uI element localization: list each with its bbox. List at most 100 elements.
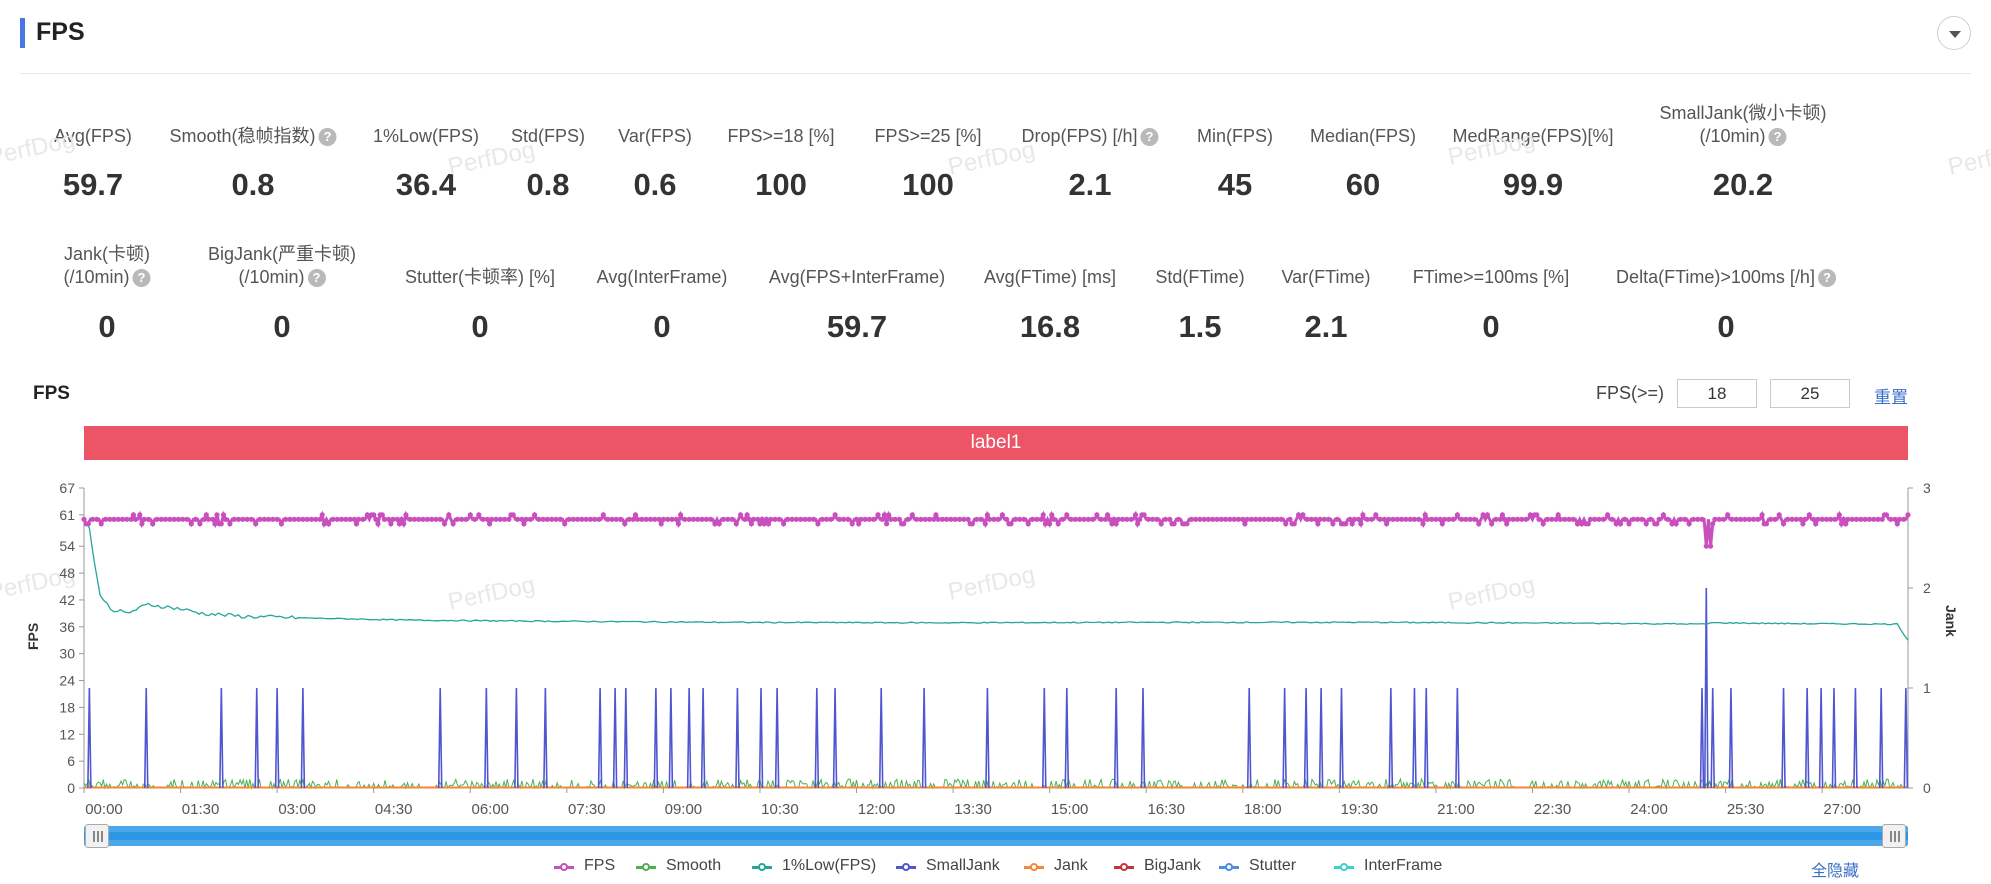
fps-point — [939, 516, 946, 522]
fps-point — [1330, 521, 1336, 527]
fps-point — [1321, 516, 1327, 522]
slider-handle-left[interactable] — [85, 824, 109, 848]
label-band[interactable]: label1 — [84, 426, 1908, 460]
hide-all-button[interactable]: 全隐藏 — [1811, 863, 1860, 880]
metric-value: 100 — [902, 167, 954, 202]
help-icon[interactable]: ? — [1768, 128, 1787, 146]
time-range-slider[interactable] — [84, 826, 1908, 846]
fps-point — [984, 512, 991, 518]
fps-point — [1647, 516, 1654, 522]
fps-point — [261, 516, 267, 522]
slider-handle-right[interactable] — [1882, 824, 1906, 848]
header-divider — [20, 73, 1971, 74]
fps-point — [858, 516, 864, 522]
y2-tick-label: 3 — [1923, 480, 1931, 496]
smalljank-spike — [1318, 687, 1324, 789]
fps-point — [935, 516, 941, 522]
fps-point — [1098, 516, 1104, 522]
metric-label-text: Smooth(稳帧指数) — [169, 126, 316, 146]
fps-point — [523, 516, 529, 522]
fps-point — [1184, 521, 1190, 527]
y-tick-label: 67 — [59, 480, 75, 496]
fps-point — [956, 516, 963, 522]
fps-point — [1139, 512, 1145, 518]
fps-point — [1849, 516, 1855, 522]
collapse-button[interactable] — [1937, 16, 1971, 50]
metric-var-fps: Var(FPS) 0.6 — [618, 125, 692, 202]
metric-label: Var(FTime) — [1282, 266, 1371, 289]
fps-point — [1132, 512, 1139, 518]
fps-threshold-input-1[interactable] — [1677, 379, 1757, 408]
fps-point — [510, 512, 516, 518]
fps-point — [699, 516, 705, 522]
fps-point — [613, 516, 619, 522]
fps-point — [1716, 516, 1722, 522]
fps-point — [1738, 516, 1744, 522]
metric-label: FTime>=100ms [%] — [1413, 266, 1569, 289]
fps-point — [647, 516, 654, 522]
fps-point — [386, 516, 392, 522]
smalljank-spike — [1388, 687, 1394, 789]
fps-point — [729, 516, 735, 522]
fps-point — [703, 516, 709, 522]
fps-point — [527, 516, 533, 522]
fps-point — [1188, 516, 1194, 522]
help-icon[interactable]: ? — [318, 128, 337, 146]
fps-point — [137, 512, 143, 518]
fps-point — [1368, 516, 1375, 522]
help-icon[interactable]: ? — [307, 269, 326, 287]
fps-point — [899, 521, 905, 527]
fps-point — [1866, 516, 1872, 522]
x-tick-label: 21:00 — [1437, 801, 1475, 818]
metric-label: Avg(FTime) [ms] — [984, 266, 1116, 289]
fps-point — [1341, 521, 1347, 527]
metric-value: 2.1 — [1068, 167, 1112, 202]
reset-button[interactable]: 重置 — [1874, 388, 1908, 407]
fps-point — [1480, 512, 1486, 518]
fps-point — [1881, 512, 1887, 518]
fps-point — [1111, 516, 1117, 522]
fps-point — [351, 516, 357, 522]
x-tick-label: 22:30 — [1534, 801, 1572, 818]
legend-label: 1%Low(FPS) — [782, 857, 877, 874]
smalljank-spike — [921, 687, 927, 789]
fps-point — [278, 521, 284, 527]
fps-point — [248, 516, 254, 522]
metric-value: 0 — [653, 309, 671, 344]
metric-avg-fps-interframe: Avg(FPS+InterFrame) 59.7 — [769, 266, 945, 344]
fps-point — [669, 516, 675, 522]
watermark-text: PerfDog — [0, 561, 77, 606]
fps-point — [1596, 516, 1602, 522]
fps-point — [944, 516, 950, 522]
fps-point — [1235, 516, 1242, 522]
fps-point — [871, 516, 877, 522]
series-smalljank — [87, 587, 1909, 789]
fps-point — [798, 516, 804, 522]
fps-point — [978, 516, 984, 522]
fps-point — [712, 521, 718, 527]
metric-1-low-fps: 1%Low(FPS) 36.4 — [373, 125, 479, 202]
fps-point — [536, 516, 542, 522]
smalljank-spike — [1423, 687, 1429, 789]
fps-point — [1287, 516, 1293, 522]
fps-point — [347, 516, 353, 522]
fps-point — [1896, 516, 1902, 522]
help-icon[interactable]: ? — [1140, 128, 1159, 146]
metric-value: 0 — [273, 309, 291, 344]
metric-smalljank: SmallJank(微小卡顿) (/10min)? 20.2 — [1659, 102, 1826, 202]
help-icon[interactable]: ? — [132, 269, 151, 287]
fps-point — [1175, 516, 1181, 522]
smalljank-spike — [274, 687, 280, 789]
metric-label: MedRange(FPS)[%] — [1452, 125, 1613, 148]
help-icon[interactable]: ? — [1817, 269, 1836, 287]
fps-point — [1265, 516, 1272, 522]
fps-point — [373, 516, 379, 522]
fps-point — [761, 521, 767, 527]
fps-point — [845, 516, 851, 522]
fps-point — [802, 516, 808, 522]
metric-label-unit-text: (/10min) — [238, 267, 305, 287]
fps-threshold-input-2[interactable] — [1770, 379, 1850, 408]
fps-point — [1077, 516, 1083, 522]
fps-point — [768, 516, 774, 522]
fps-point — [1012, 516, 1018, 522]
